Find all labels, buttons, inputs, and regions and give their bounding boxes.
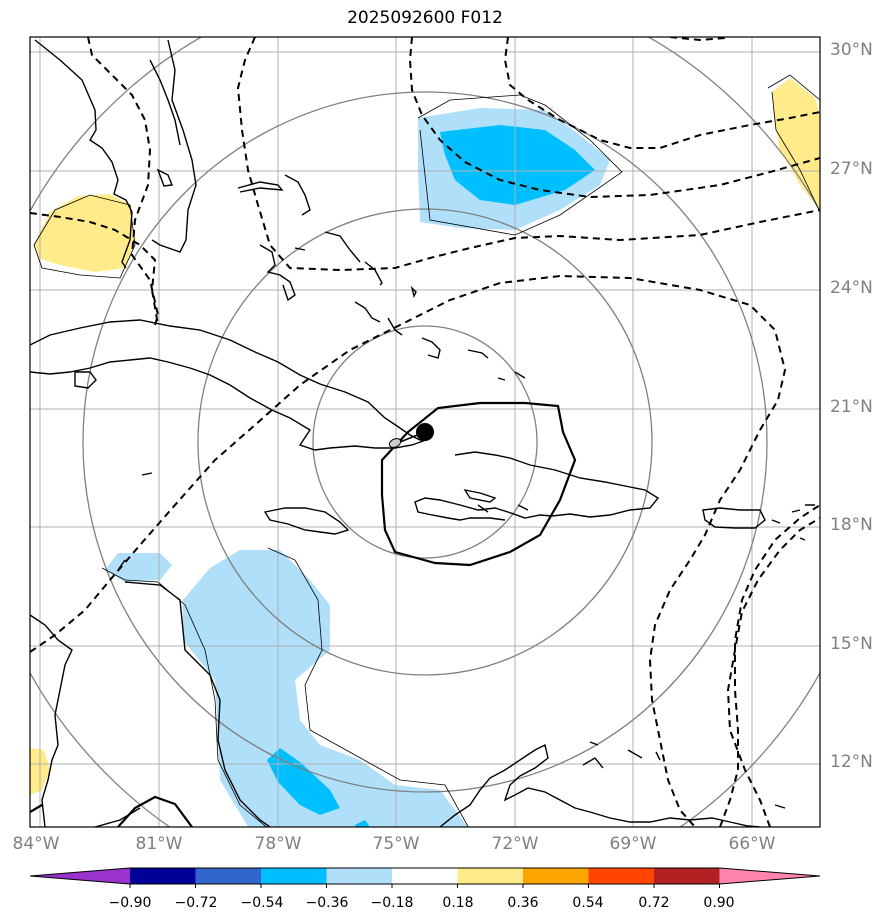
colombia-coast	[439, 743, 761, 827]
range-rings	[30, 37, 820, 827]
isle-of-youth	[74, 371, 97, 389]
lat-label: 18°N	[830, 515, 873, 535]
colorbar-tick-label: −0.54	[240, 895, 284, 911]
bahamas-3	[354, 261, 417, 336]
thin-contours	[33, 74, 820, 827]
bold-contour-south	[117, 795, 193, 827]
range-ring-2	[197, 208, 653, 676]
lat-label: 15°N	[830, 634, 873, 654]
lat-label: 24°N	[830, 278, 873, 298]
colorbar-tick-label: 0.72	[638, 895, 670, 911]
coastlines	[30, 39, 815, 827]
dashed-contour-8	[719, 504, 820, 827]
light-blue-region-south-patch	[105, 553, 172, 582]
lon-label: 69°W	[609, 834, 657, 854]
colorbar-tick-label: −0.72	[174, 895, 218, 911]
colorbar-bin	[654, 868, 720, 884]
contour-northeast-yellow	[767, 74, 820, 213]
colorbar	[29, 867, 821, 888]
colorbar-tick-label: 0.54	[572, 895, 604, 911]
colorbar-bin	[588, 868, 655, 884]
colorbar-tick-label: −0.36	[305, 895, 349, 911]
turks-caicos	[421, 337, 526, 381]
dashed-contour-1	[87, 37, 160, 326]
colorbar-bin	[195, 868, 262, 884]
colorbar-tick-label: 0.36	[507, 895, 539, 911]
lat-label: 12°N	[830, 752, 873, 772]
lon-label: 78°W	[254, 834, 302, 854]
dashed-contours	[30, 37, 820, 827]
colorbar-tick-label: −0.18	[370, 895, 414, 911]
lon-label: 72°W	[491, 834, 539, 854]
colorbar-bin	[457, 868, 524, 884]
abc-islands	[582, 741, 786, 809]
map-title: 2025092600 F012	[347, 8, 503, 28]
dashed-contour-3	[236, 37, 820, 272]
light-blue-region-south	[183, 550, 468, 827]
colorbar-extension-low	[30, 868, 130, 884]
virgin-islands	[771, 504, 815, 541]
lon-label: 75°W	[372, 834, 420, 854]
dashed-contour-9	[726, 517, 820, 827]
bold-contours	[30, 401, 577, 827]
central-america	[30, 614, 73, 827]
florida-keys	[149, 59, 181, 187]
jamaica-coast	[263, 507, 350, 535]
bold-contour-center	[380, 401, 577, 567]
dashed-contour-6	[669, 37, 726, 42]
blue-region-south	[267, 748, 340, 815]
dashed-contour-2	[30, 212, 159, 326]
shaded-fields	[30, 78, 820, 827]
puerto-rico-coast	[702, 507, 766, 529]
colorbar-bin	[130, 868, 196, 884]
lat-label: 21°N	[830, 397, 873, 417]
dashed-contour-4	[408, 37, 820, 199]
colorbar-tick-label: −0.90	[108, 895, 152, 911]
lon-label: 81°W	[135, 834, 183, 854]
gridlines	[30, 37, 820, 827]
contour-north-blue	[417, 94, 623, 236]
storm-center-marker	[416, 423, 434, 441]
florida-coast	[34, 39, 197, 269]
colorbar-bin	[392, 868, 458, 884]
colorbar-bin	[261, 868, 327, 884]
blue-region-north	[440, 125, 595, 205]
cuba-coast	[30, 319, 427, 451]
bahamas-1	[237, 174, 311, 216]
contour-south-blue	[101, 547, 469, 827]
yellow-region-northeast	[772, 78, 820, 210]
bold-contour-south-edge	[30, 804, 43, 813]
dashed-contour-7	[30, 274, 787, 827]
storm-track	[388, 423, 434, 448]
range-ring-1	[312, 325, 538, 559]
lat-label: 27°N	[830, 159, 873, 179]
colorbar-bin	[523, 868, 589, 884]
colorbar-bin	[326, 868, 393, 884]
contour-west-yellow	[33, 194, 136, 279]
lon-label: 66°W	[728, 834, 776, 854]
yellow-region-west	[34, 194, 135, 272]
track-marker	[388, 438, 402, 448]
hispaniola-coast	[414, 451, 660, 521]
colorbar-extension-high	[719, 868, 820, 884]
dashed-contour-5	[503, 37, 820, 149]
map-frame	[29, 36, 821, 828]
lat-label: 30°N	[830, 40, 873, 60]
bahamas-2	[259, 231, 361, 302]
colorbar-tick-label: 0.90	[703, 895, 735, 911]
range-ring-3	[82, 91, 768, 793]
colorbar-tick-label: 0.18	[442, 895, 474, 911]
lon-label: 84°W	[12, 834, 60, 854]
blue-region-south-edge	[355, 820, 370, 827]
south-america-coast-2	[94, 807, 141, 827]
cayman	[141, 439, 401, 476]
